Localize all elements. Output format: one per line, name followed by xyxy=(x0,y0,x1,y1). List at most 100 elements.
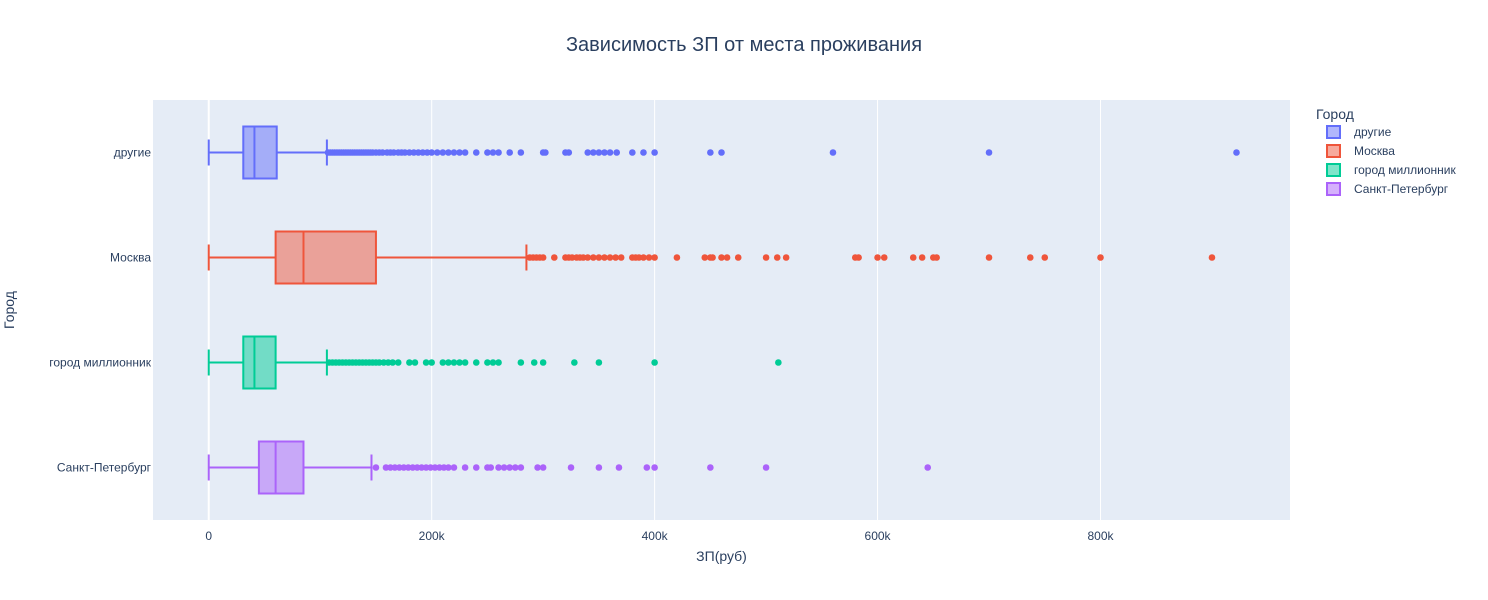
outlier-point xyxy=(461,464,469,471)
outlier-point xyxy=(565,149,573,156)
chart-title: Зависимость ЗП от места проживания xyxy=(566,34,922,56)
x-axis-title: ЗП(руб) xyxy=(696,548,747,564)
outlier-point xyxy=(782,254,790,261)
legend-swatch xyxy=(1326,144,1341,158)
outlier-point xyxy=(511,464,519,471)
outlier-point xyxy=(445,149,452,156)
outlier-point xyxy=(428,149,435,156)
outlier-point xyxy=(550,254,558,261)
outlier-point xyxy=(645,254,653,261)
outlier-point xyxy=(487,464,495,471)
outlier-point xyxy=(517,149,525,156)
outlier-point xyxy=(472,464,480,471)
outlier-point xyxy=(985,149,993,156)
outlier-point xyxy=(595,464,603,471)
outlier-point xyxy=(651,464,658,471)
outlier-point xyxy=(484,359,491,366)
iqr-box xyxy=(242,125,278,180)
outlier-point xyxy=(439,359,447,366)
outlier-point xyxy=(985,254,993,261)
legend-label: Москва xyxy=(1354,144,1395,158)
outlier-point xyxy=(389,359,396,366)
outlier-point xyxy=(762,254,770,261)
y-tick-label: другие xyxy=(114,146,152,160)
outlier-point xyxy=(734,254,742,261)
outlier-point xyxy=(762,464,770,471)
y-axis-ticks: другие Москва город миллионник Санкт-Петерб… xyxy=(49,146,151,475)
outlier-point xyxy=(406,359,413,366)
outlier-point xyxy=(701,254,709,261)
outlier-point xyxy=(571,359,578,366)
legend-label: другие xyxy=(1354,125,1392,139)
outlier-point xyxy=(718,149,725,156)
outlier-point xyxy=(1026,254,1034,261)
outlier-point xyxy=(539,254,547,261)
outlier-point xyxy=(542,149,549,156)
outlier-point xyxy=(617,254,625,261)
iqr-box xyxy=(242,335,277,390)
outlier-point xyxy=(723,254,731,261)
outlier-point xyxy=(428,359,435,366)
legend-item: Санкт-Петербург xyxy=(1326,182,1449,196)
outlier-point xyxy=(595,149,603,156)
legend-label: Санкт-Петербург xyxy=(1354,182,1449,196)
outlier-point xyxy=(612,254,619,261)
outlier-point xyxy=(456,359,463,366)
x-tick-label: 800k xyxy=(1087,529,1114,543)
outlier-point xyxy=(651,149,658,156)
outlier-point xyxy=(567,464,575,471)
outlier-point xyxy=(629,149,636,156)
outlier-point xyxy=(595,359,603,366)
outlier-point xyxy=(495,464,502,471)
outlier-point xyxy=(1208,254,1216,261)
outlier-point xyxy=(640,149,647,156)
outlier-point xyxy=(651,254,658,261)
outlier-point xyxy=(495,359,502,366)
box-trace xyxy=(207,335,782,390)
x-tick-label: 200k xyxy=(419,529,446,543)
outlier-point xyxy=(472,149,480,156)
outlier-point xyxy=(590,254,597,261)
box-trace xyxy=(207,230,1216,285)
outlier-point xyxy=(613,149,621,156)
iqr-box xyxy=(257,440,305,495)
y-tick-label: город миллионник xyxy=(49,356,151,370)
legend-item: Москва xyxy=(1326,144,1395,158)
outlier-point xyxy=(517,464,525,471)
y-tick-label: Санкт-Петербург xyxy=(57,461,152,475)
outlier-point xyxy=(517,359,525,366)
outlier-point xyxy=(450,149,458,156)
outlier-point xyxy=(422,359,430,366)
x-tick-label: 400k xyxy=(642,529,669,543)
legend: Город другие Москва город миллионник Санкт-… xyxy=(1316,106,1456,196)
outlier-point xyxy=(539,359,547,366)
outlier-point xyxy=(450,359,458,366)
legend-item: другие xyxy=(1326,125,1392,139)
outlier-point xyxy=(489,359,497,366)
outlier-point xyxy=(643,464,651,471)
outlier-point xyxy=(584,254,592,261)
outlier-point xyxy=(461,149,469,156)
outlier-point xyxy=(707,149,714,156)
outlier-point xyxy=(1097,254,1104,261)
outlier-point xyxy=(640,254,647,261)
outlier-point xyxy=(456,149,463,156)
legend-items: другие Москва город миллионник Санкт-Петерб… xyxy=(1326,125,1456,196)
outlier-point xyxy=(500,464,508,471)
outlier-point xyxy=(829,149,837,156)
grid-lines xyxy=(207,100,1101,520)
x-axis-ticks: 0 200k 400k 600k 800k xyxy=(205,529,1114,543)
outlier-point xyxy=(606,149,614,156)
outlier-point xyxy=(855,254,862,261)
y-tick-label: Москва xyxy=(110,251,151,265)
outlier-point xyxy=(606,254,614,261)
outlier-point xyxy=(394,359,402,366)
outlier-point xyxy=(880,254,888,261)
outlier-point xyxy=(601,254,608,261)
legend-title: Город xyxy=(1316,106,1354,122)
outlier-point xyxy=(433,149,441,156)
outlier-point xyxy=(924,464,932,471)
outlier-point xyxy=(584,149,592,156)
outlier-point xyxy=(673,254,681,261)
outlier-point xyxy=(773,254,781,261)
